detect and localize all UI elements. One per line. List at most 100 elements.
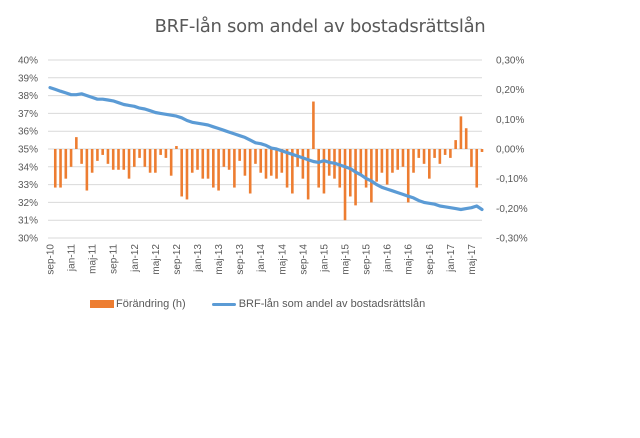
x-axis-ticks: sep-10 jan-11 maj-11 sep-11 jan-12 maj-12 sep-… bbox=[46, 244, 478, 275]
left-tick-label: 34% bbox=[18, 162, 38, 173]
bar bbox=[269, 149, 273, 176]
legend-label-forandring: Förändring (h) bbox=[116, 298, 186, 310]
bar bbox=[111, 149, 115, 170]
bar bbox=[470, 149, 473, 167]
bar bbox=[164, 149, 168, 158]
bar bbox=[143, 149, 147, 167]
left-tick-label: 39% bbox=[18, 73, 38, 84]
bar bbox=[312, 101, 315, 149]
bar bbox=[69, 149, 73, 167]
bar bbox=[106, 149, 110, 164]
bar bbox=[117, 149, 120, 170]
bar bbox=[417, 149, 421, 158]
bar bbox=[175, 146, 178, 149]
bar bbox=[280, 149, 284, 173]
right-tick-label: -0,30% bbox=[496, 234, 528, 245]
bar bbox=[412, 149, 415, 173]
x-tick-label: sep-12 bbox=[172, 244, 183, 275]
left-tick-label: 36% bbox=[18, 127, 38, 138]
right-tick-label: -0,10% bbox=[496, 174, 528, 185]
bar bbox=[80, 149, 83, 164]
x-tick-label: sep-11 bbox=[109, 244, 120, 274]
bar bbox=[306, 149, 310, 200]
bar bbox=[243, 149, 247, 176]
bar bbox=[217, 149, 220, 191]
bar bbox=[443, 149, 447, 155]
bar bbox=[101, 149, 104, 155]
legend-swatch-line bbox=[211, 302, 236, 306]
bar bbox=[190, 149, 194, 173]
bar bbox=[438, 149, 442, 164]
bar bbox=[480, 149, 484, 152]
x-tick-label: sep-14 bbox=[298, 244, 309, 275]
bar bbox=[212, 149, 215, 188]
bar bbox=[196, 149, 199, 170]
bar bbox=[449, 149, 452, 158]
bar bbox=[180, 149, 184, 197]
x-tick-label: maj-14 bbox=[277, 244, 288, 275]
bar bbox=[338, 149, 342, 188]
bar bbox=[227, 149, 231, 170]
bar bbox=[406, 149, 410, 203]
bar bbox=[254, 149, 257, 164]
right-tick-label: 0,10% bbox=[496, 115, 524, 126]
bar bbox=[185, 149, 189, 200]
bar bbox=[391, 149, 394, 173]
left-tick-label: 40% bbox=[18, 56, 38, 67]
bar bbox=[459, 116, 463, 149]
bar bbox=[343, 149, 347, 221]
left-tick-label: 35% bbox=[18, 145, 38, 156]
bar bbox=[380, 149, 384, 173]
line-series-brf-andel bbox=[48, 85, 484, 212]
bar bbox=[322, 149, 326, 194]
x-tick-label: sep-16 bbox=[425, 244, 436, 275]
x-tick-label: maj-11 bbox=[88, 244, 99, 274]
x-tick-label: maj-15 bbox=[341, 244, 352, 275]
bar bbox=[132, 149, 136, 167]
x-tick-label: maj-12 bbox=[151, 244, 162, 275]
left-tick-label: 31% bbox=[18, 216, 38, 227]
bar bbox=[96, 149, 99, 161]
bar bbox=[396, 149, 400, 170]
legend-item-forandring[interactable]: Förändring (h) bbox=[90, 298, 186, 310]
bar bbox=[122, 149, 126, 170]
bar bbox=[264, 149, 268, 179]
bar bbox=[291, 149, 294, 194]
left-tick-label: 32% bbox=[18, 198, 38, 209]
bar bbox=[275, 149, 278, 179]
bar bbox=[233, 149, 236, 188]
bar bbox=[206, 149, 210, 179]
legend-item-brf-andel[interactable]: BRF-lån som andel av bostadsrättslån bbox=[211, 298, 426, 310]
x-tick-label: sep-15 bbox=[362, 244, 373, 275]
bar bbox=[348, 149, 352, 197]
x-tick-label: jan-17 bbox=[446, 244, 457, 273]
bar bbox=[385, 149, 389, 185]
bar bbox=[154, 149, 157, 173]
x-tick-label: jan-11 bbox=[67, 244, 78, 272]
bar bbox=[169, 149, 173, 176]
right-axis-ticks: -0,30% -0,20% -0,10% 0,00% 0,10% 0,20% 0,30% bbox=[496, 56, 528, 245]
bar bbox=[53, 149, 57, 188]
bar bbox=[285, 149, 289, 188]
line-path bbox=[48, 85, 484, 212]
bar bbox=[85, 149, 89, 191]
bar bbox=[475, 149, 479, 188]
bar bbox=[401, 149, 405, 167]
bar bbox=[375, 149, 378, 182]
bar bbox=[301, 149, 305, 179]
legend-label-brf-andel: BRF-lån som andel av bostadsrättslån bbox=[238, 298, 426, 310]
bar bbox=[222, 149, 226, 167]
bar bbox=[422, 149, 426, 164]
left-tick-label: 33% bbox=[18, 180, 38, 191]
bar bbox=[364, 149, 368, 188]
left-tick-label: 37% bbox=[18, 109, 38, 120]
bar bbox=[59, 149, 62, 188]
x-tick-label: jan-16 bbox=[383, 244, 394, 273]
bar bbox=[354, 149, 357, 206]
right-tick-label: 0,30% bbox=[496, 56, 524, 67]
x-tick-label: jan-15 bbox=[319, 244, 330, 273]
left-tick-label: 30% bbox=[18, 234, 38, 245]
bar bbox=[370, 149, 373, 203]
x-tick-label: maj-13 bbox=[214, 244, 225, 275]
